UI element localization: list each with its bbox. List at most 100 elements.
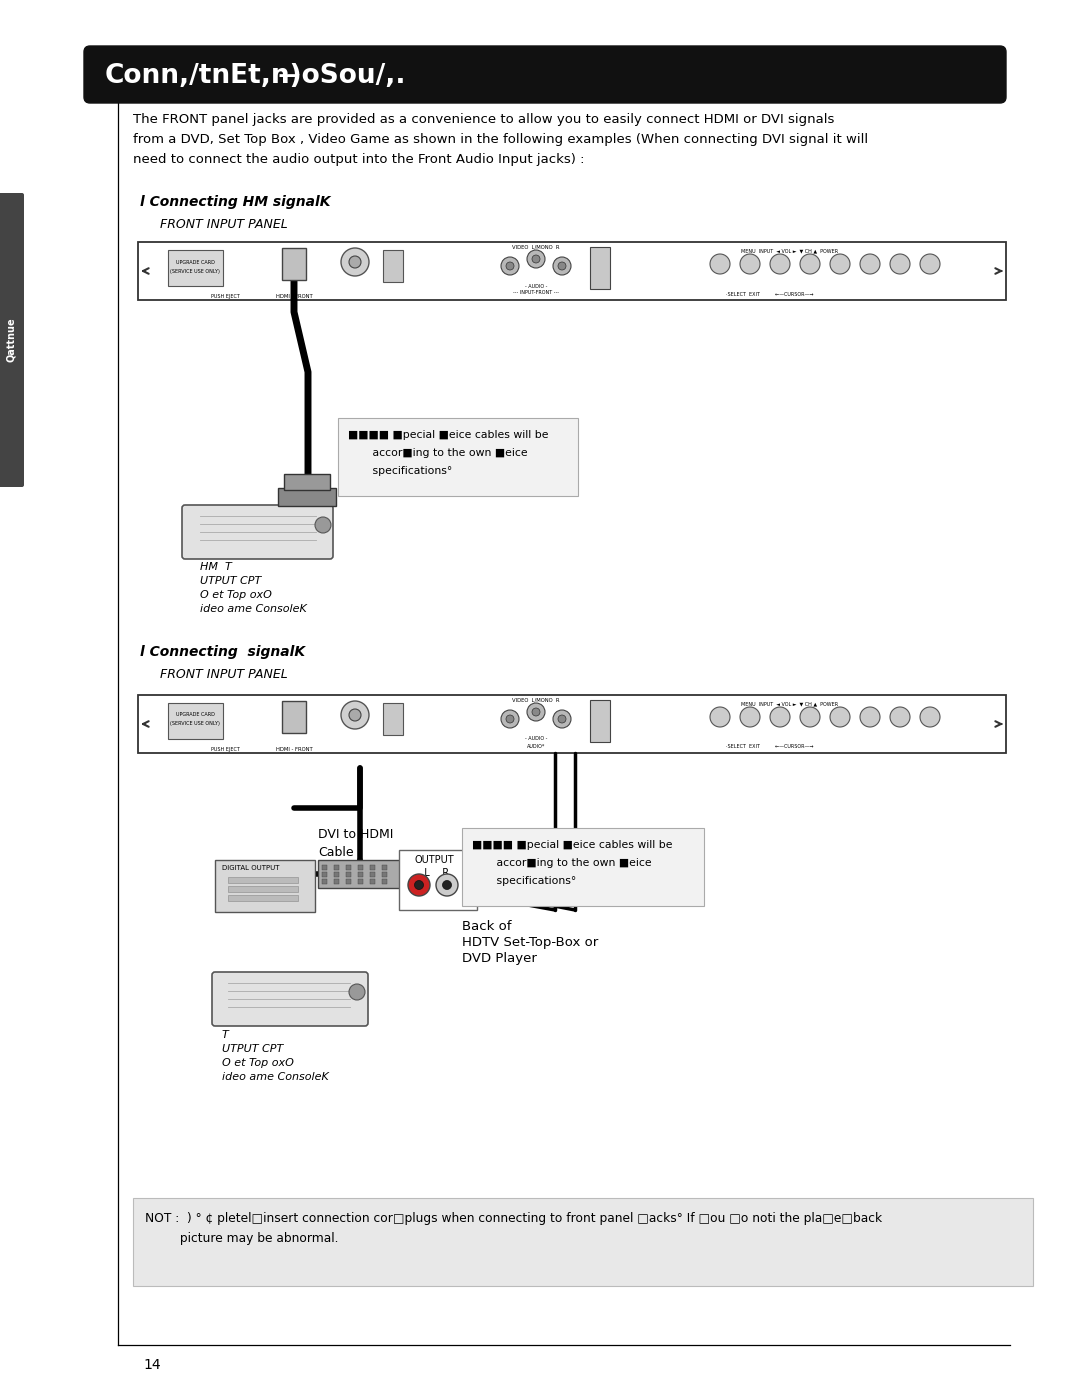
Circle shape bbox=[527, 250, 545, 268]
Text: from a DVD, Set Top Box , Video Game as shown in the following examples (When co: from a DVD, Set Top Box , Video Game as … bbox=[133, 133, 868, 147]
Circle shape bbox=[831, 254, 850, 274]
Text: 14: 14 bbox=[143, 1358, 161, 1372]
Bar bbox=[346, 872, 351, 877]
Circle shape bbox=[341, 249, 369, 277]
FancyBboxPatch shape bbox=[183, 504, 333, 559]
FancyBboxPatch shape bbox=[338, 418, 578, 496]
Circle shape bbox=[831, 707, 850, 726]
Circle shape bbox=[890, 254, 910, 274]
Bar bbox=[228, 895, 298, 901]
Bar bbox=[228, 886, 298, 893]
Text: HDMI - FRONT: HDMI - FRONT bbox=[275, 293, 312, 299]
Text: NOT :  ) ° ¢ pletel□insert connection cor□plugs when connecting to front panel □: NOT : ) ° ¢ pletel□insert connection cor… bbox=[145, 1213, 882, 1225]
Circle shape bbox=[710, 254, 730, 274]
Text: DIGITAL OUTPUT: DIGITAL OUTPUT bbox=[222, 865, 280, 870]
Bar bbox=[334, 879, 339, 884]
Text: PUSH EJECT: PUSH EJECT bbox=[211, 747, 240, 752]
Text: VIDEO  L/MONO  R: VIDEO L/MONO R bbox=[512, 244, 559, 250]
Bar bbox=[322, 865, 327, 870]
Text: ■■■■ ■pecial ■eice cables will be: ■■■■ ■pecial ■eice cables will be bbox=[472, 840, 673, 849]
Circle shape bbox=[740, 707, 760, 726]
Text: HM  T: HM T bbox=[200, 562, 232, 571]
Circle shape bbox=[770, 254, 789, 274]
Text: (SERVICE USE ONLY): (SERVICE USE ONLY) bbox=[170, 268, 220, 274]
Bar bbox=[370, 865, 375, 870]
Circle shape bbox=[501, 257, 519, 275]
Text: accor■ing to the own ■eice: accor■ing to the own ■eice bbox=[472, 858, 651, 868]
Bar bbox=[284, 474, 330, 490]
Text: FRONT INPUT PANEL: FRONT INPUT PANEL bbox=[160, 668, 287, 680]
Bar bbox=[334, 865, 339, 870]
Text: picture may be abnormal.: picture may be abnormal. bbox=[145, 1232, 338, 1245]
Bar bbox=[382, 865, 387, 870]
Circle shape bbox=[860, 707, 880, 726]
Text: O et Top oxO: O et Top oxO bbox=[222, 1058, 294, 1067]
Bar bbox=[228, 877, 298, 883]
Text: L    R: L R bbox=[418, 868, 449, 877]
Bar bbox=[346, 865, 351, 870]
Text: UTPUT CPT: UTPUT CPT bbox=[200, 576, 261, 585]
Bar bbox=[399, 849, 477, 909]
Bar bbox=[138, 694, 1005, 753]
Bar bbox=[334, 872, 339, 877]
Text: HDTV Set-Top-Box or: HDTV Set-Top-Box or bbox=[462, 936, 598, 949]
Text: l Connecting HM signalK: l Connecting HM signalK bbox=[140, 196, 330, 210]
Bar bbox=[322, 879, 327, 884]
Bar bbox=[133, 1199, 1032, 1287]
Text: PUSH EJECT: PUSH EJECT bbox=[211, 293, 240, 299]
Circle shape bbox=[436, 875, 458, 895]
Bar bbox=[383, 703, 403, 735]
Bar bbox=[370, 879, 375, 884]
Bar bbox=[215, 861, 315, 912]
FancyBboxPatch shape bbox=[84, 46, 1005, 103]
Bar bbox=[318, 861, 403, 888]
Text: Conn,/tnEt,n)̶oSou/,.: Conn,/tnEt,n)̶oSou/,. bbox=[105, 63, 406, 89]
Bar bbox=[357, 872, 363, 877]
Text: O et Top oxO: O et Top oxO bbox=[200, 590, 272, 599]
Text: T: T bbox=[222, 1030, 229, 1039]
Bar bbox=[278, 488, 336, 506]
Bar bbox=[138, 242, 1005, 300]
Bar bbox=[382, 879, 387, 884]
Circle shape bbox=[527, 703, 545, 721]
Text: DVD Player: DVD Player bbox=[462, 951, 537, 965]
Circle shape bbox=[507, 263, 514, 270]
Bar bbox=[168, 703, 222, 739]
Circle shape bbox=[349, 256, 361, 268]
Circle shape bbox=[740, 254, 760, 274]
Text: UTPUT CPT: UTPUT CPT bbox=[222, 1044, 283, 1053]
Bar bbox=[282, 701, 306, 733]
Circle shape bbox=[890, 707, 910, 726]
Circle shape bbox=[532, 256, 540, 263]
Text: l Connecting  signalK: l Connecting signalK bbox=[140, 645, 306, 659]
Text: FRONT INPUT PANEL: FRONT INPUT PANEL bbox=[160, 218, 287, 231]
Bar bbox=[382, 872, 387, 877]
Bar bbox=[383, 250, 403, 282]
Bar bbox=[370, 872, 375, 877]
Bar bbox=[346, 879, 351, 884]
Text: - AUDIO -: - AUDIO - bbox=[525, 736, 548, 742]
Text: (SERVICE USE ONLY): (SERVICE USE ONLY) bbox=[170, 721, 220, 726]
FancyBboxPatch shape bbox=[462, 828, 704, 907]
Circle shape bbox=[770, 707, 789, 726]
FancyBboxPatch shape bbox=[0, 193, 24, 488]
Bar bbox=[357, 879, 363, 884]
Text: ideo ame ConsoleK: ideo ame ConsoleK bbox=[222, 1071, 328, 1083]
Text: accor■ing to the own ■eice: accor■ing to the own ■eice bbox=[348, 448, 528, 458]
Text: UPGRADE CARD: UPGRADE CARD bbox=[176, 260, 215, 264]
Text: HDMI - FRONT: HDMI - FRONT bbox=[275, 747, 312, 752]
Circle shape bbox=[501, 710, 519, 728]
Text: Qattnue: Qattnue bbox=[6, 317, 16, 362]
Bar bbox=[282, 249, 306, 279]
Text: ideo ame ConsoleK: ideo ame ConsoleK bbox=[200, 604, 307, 615]
Text: MENU  INPUT  ◄ VOL ►  ▼ CH ▲  POWER: MENU INPUT ◄ VOL ► ▼ CH ▲ POWER bbox=[742, 249, 838, 253]
Text: UPGRADE CARD: UPGRADE CARD bbox=[176, 712, 215, 718]
Circle shape bbox=[349, 983, 365, 1000]
Circle shape bbox=[800, 707, 820, 726]
Circle shape bbox=[507, 715, 514, 724]
Circle shape bbox=[532, 708, 540, 717]
Circle shape bbox=[553, 257, 571, 275]
Text: ■■■■ ■pecial ■eice cables will be: ■■■■ ■pecial ■eice cables will be bbox=[348, 430, 549, 440]
Circle shape bbox=[315, 517, 330, 534]
Text: MENU  INPUT  ◄ VOL ►  ▼ CH ▲  POWER: MENU INPUT ◄ VOL ► ▼ CH ▲ POWER bbox=[742, 701, 838, 707]
